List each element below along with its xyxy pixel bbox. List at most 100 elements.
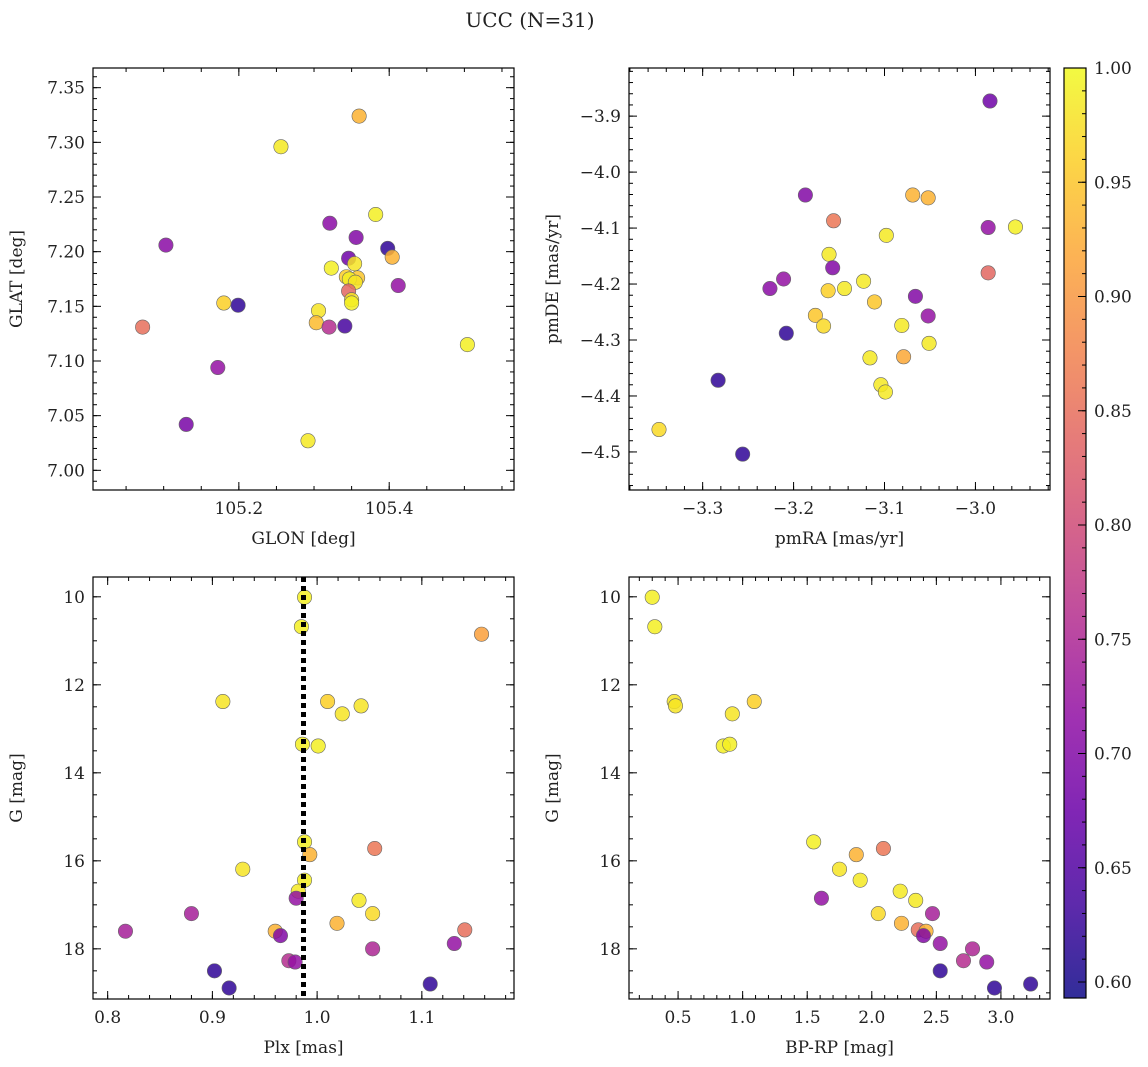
data-point	[831, 861, 847, 877]
x-tick-label: 2.0	[858, 1008, 885, 1028]
data-point	[806, 834, 822, 850]
data-point	[896, 349, 912, 365]
data-point	[322, 215, 338, 231]
colorbar-tick-label: 0.90	[1094, 288, 1132, 308]
colorbar-gradient	[1063, 67, 1087, 999]
data-point	[117, 923, 133, 939]
scatter-points	[135, 108, 475, 449]
data-point	[870, 906, 886, 922]
data-point	[344, 295, 360, 311]
x-axis-label: pmRA [mas/yr]	[775, 529, 904, 549]
pm-panel: −3.3 −3.2 −3.1 −3.0 −3.9 −4.0 −4.1 −4.2 −4.3 −4.4…	[543, 67, 1051, 549]
data-point	[446, 936, 462, 952]
data-point	[216, 295, 232, 311]
x-tick-label: −3.0	[955, 499, 996, 519]
y-tick-label: 7.35	[47, 79, 85, 99]
data-point	[816, 318, 832, 334]
glon-glat-panel: 105.2 105.4 7.00 7.05 7.10 7.15 7.20 7.25 7.30 7.…	[7, 67, 515, 549]
data-point	[710, 372, 726, 388]
data-point	[762, 281, 778, 297]
y-tick-label: 16	[599, 852, 621, 872]
data-point	[647, 619, 663, 635]
x-tick-label: 1.1	[408, 1008, 435, 1028]
data-point	[856, 273, 872, 289]
data-point	[308, 315, 324, 331]
axes-frame	[92, 67, 515, 491]
data-point	[826, 213, 842, 229]
data-point	[272, 928, 288, 944]
axes-frame	[628, 576, 1051, 1000]
data-point	[457, 922, 473, 938]
data-point	[892, 883, 908, 899]
data-point	[921, 335, 937, 351]
axes-frame	[92, 576, 515, 1000]
y-tick-label: −4.4	[580, 387, 621, 407]
data-point	[384, 249, 400, 265]
y-tick-label: 12	[599, 676, 621, 696]
cmd-panel: 0.5 1.0 1.5 2.0 2.5 3.0 10 12 14 16 18 BP-RP [mag] G…	[543, 576, 1051, 1058]
y-tick-label: −4.5	[580, 443, 621, 463]
colorbar: 0.60 0.65 0.70 0.75 0.80 0.85 0.90 0.95 1.00	[1063, 59, 1132, 999]
colorbar-tick-label: 0.85	[1094, 402, 1132, 422]
y-tick-label: 7.20	[47, 243, 85, 263]
data-point	[894, 317, 910, 333]
x-tick-label: 1.0	[729, 1008, 756, 1028]
data-point	[215, 694, 231, 710]
y-tick-label: −3.9	[580, 107, 621, 127]
data-point	[178, 416, 194, 432]
y-tick-label: 7.15	[47, 297, 85, 317]
data-point	[288, 890, 304, 906]
data-point	[320, 694, 336, 710]
scatter-points	[117, 589, 490, 996]
y-tick-label: 7.25	[47, 188, 85, 208]
data-point	[287, 954, 303, 970]
data-point	[735, 446, 751, 462]
x-tick-label: −3.1	[864, 499, 905, 519]
y-tick-label: 7.05	[47, 407, 85, 427]
data-point	[302, 847, 318, 863]
data-point	[235, 861, 251, 877]
data-point	[907, 288, 923, 304]
x-tick-label: 0.9	[199, 1008, 226, 1028]
data-point	[986, 980, 1002, 996]
data-point	[351, 892, 367, 908]
data-point	[893, 915, 909, 931]
y-axis-label: pmDE [mas/yr]	[543, 214, 563, 344]
y-axis-label: GLAT [deg]	[7, 230, 27, 328]
y-tick-label: 10	[599, 588, 621, 608]
data-point	[877, 384, 893, 400]
scatter-points	[644, 589, 1039, 996]
ticks	[93, 577, 514, 999]
data-point	[778, 325, 794, 341]
data-point	[323, 260, 339, 276]
ticks	[629, 68, 1050, 490]
data-point	[965, 941, 981, 957]
data-point	[310, 738, 326, 754]
data-point	[334, 706, 350, 722]
data-point	[353, 698, 369, 714]
data-point	[1023, 976, 1039, 992]
y-tick-label: 7.10	[47, 352, 85, 372]
data-point	[979, 954, 995, 970]
data-point	[230, 297, 246, 313]
scatter-points	[651, 93, 1023, 462]
data-point	[351, 108, 367, 124]
data-point	[321, 319, 337, 335]
data-point	[390, 278, 406, 294]
x-tick-label: 3.0	[987, 1008, 1014, 1028]
x-tick-label: 1.5	[794, 1008, 821, 1028]
y-tick-label: 12	[63, 676, 85, 696]
data-point	[825, 260, 841, 276]
x-tick-label: 105.4	[365, 499, 414, 519]
data-point	[367, 841, 383, 857]
data-point	[347, 256, 363, 272]
data-point	[329, 915, 345, 931]
data-point	[644, 589, 660, 605]
data-point	[852, 872, 868, 888]
y-tick-label: −4.3	[580, 331, 621, 351]
data-point	[368, 206, 384, 222]
colorbar-tick-label: 0.80	[1094, 516, 1132, 536]
colorbar-tick-label: 0.60	[1094, 973, 1132, 993]
x-tick-label: −3.3	[682, 499, 723, 519]
